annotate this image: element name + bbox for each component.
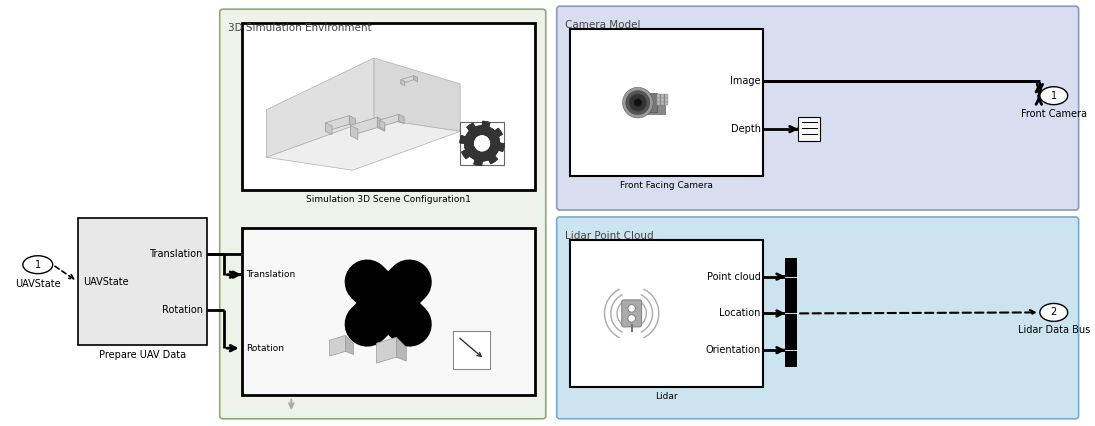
Polygon shape <box>401 80 405 86</box>
Text: Depth: Depth <box>730 124 761 134</box>
Bar <box>798 117 820 141</box>
Bar <box>785 258 797 367</box>
Polygon shape <box>396 337 406 361</box>
Text: Orientation: Orientation <box>705 345 761 355</box>
Polygon shape <box>349 115 356 127</box>
Text: Rotation: Rotation <box>246 344 285 353</box>
Polygon shape <box>647 95 665 114</box>
Polygon shape <box>399 114 404 124</box>
Text: Point cloud: Point cloud <box>706 272 761 282</box>
Ellipse shape <box>1040 87 1068 105</box>
Polygon shape <box>380 120 384 130</box>
Polygon shape <box>630 93 657 112</box>
Bar <box>460 121 504 165</box>
Text: Prepare UAV Data: Prepare UAV Data <box>99 350 186 360</box>
Text: 2: 2 <box>1050 308 1057 317</box>
Polygon shape <box>330 335 345 356</box>
Text: Lidar: Lidar <box>655 392 678 401</box>
Text: 3D Simulation Environment: 3D Simulation Environment <box>228 23 371 33</box>
Circle shape <box>474 135 491 151</box>
Bar <box>657 102 660 105</box>
Ellipse shape <box>1040 303 1068 321</box>
Text: 1: 1 <box>1051 91 1057 101</box>
FancyBboxPatch shape <box>220 9 545 419</box>
Polygon shape <box>325 115 349 131</box>
Polygon shape <box>377 337 396 363</box>
Text: Simulation 3D Scene Configuration1: Simulation 3D Scene Configuration1 <box>306 195 471 204</box>
Text: Front Facing Camera: Front Facing Camera <box>620 181 713 190</box>
Polygon shape <box>374 58 460 131</box>
Bar <box>242 23 534 190</box>
Polygon shape <box>381 292 395 314</box>
Text: Image: Image <box>730 75 761 86</box>
FancyBboxPatch shape <box>556 217 1079 419</box>
Circle shape <box>627 315 635 322</box>
Bar <box>665 95 668 98</box>
FancyBboxPatch shape <box>556 6 1079 210</box>
Circle shape <box>633 98 642 107</box>
Text: Camera Model: Camera Model <box>565 20 641 30</box>
Polygon shape <box>460 121 505 166</box>
Text: Location: Location <box>719 308 761 318</box>
Bar <box>657 95 660 98</box>
Text: 1: 1 <box>35 260 41 270</box>
Circle shape <box>630 94 646 112</box>
Polygon shape <box>266 58 374 157</box>
Text: Translation: Translation <box>149 249 203 259</box>
Circle shape <box>474 135 491 151</box>
Polygon shape <box>378 117 384 131</box>
Polygon shape <box>266 118 460 170</box>
Polygon shape <box>460 121 505 166</box>
Circle shape <box>626 91 649 115</box>
Circle shape <box>623 87 653 118</box>
Bar <box>665 98 668 101</box>
Polygon shape <box>350 125 358 139</box>
Text: Front Camera: Front Camera <box>1021 109 1086 118</box>
Text: UAVState: UAVState <box>15 279 60 288</box>
Text: Translation: Translation <box>246 270 296 279</box>
Polygon shape <box>325 123 332 135</box>
Ellipse shape <box>23 256 53 273</box>
Polygon shape <box>414 76 417 82</box>
Text: UAVState: UAVState <box>83 276 129 287</box>
Polygon shape <box>401 76 414 83</box>
Bar <box>78 218 207 345</box>
Polygon shape <box>345 335 354 354</box>
Bar <box>660 98 664 101</box>
Bar <box>660 102 664 105</box>
Bar <box>242 228 534 395</box>
Polygon shape <box>350 117 378 136</box>
Text: Lidar Data Bus: Lidar Data Bus <box>1017 325 1090 335</box>
Text: Lidar Point Cloud: Lidar Point Cloud <box>565 231 654 241</box>
Bar <box>569 29 763 176</box>
Bar <box>660 95 664 98</box>
Bar <box>569 240 763 387</box>
Polygon shape <box>380 114 399 127</box>
Circle shape <box>627 305 635 312</box>
Bar <box>657 98 660 101</box>
Bar <box>665 102 668 105</box>
Bar <box>452 331 491 369</box>
Text: Rotation: Rotation <box>162 305 203 314</box>
Polygon shape <box>365 298 412 309</box>
FancyBboxPatch shape <box>622 300 642 327</box>
